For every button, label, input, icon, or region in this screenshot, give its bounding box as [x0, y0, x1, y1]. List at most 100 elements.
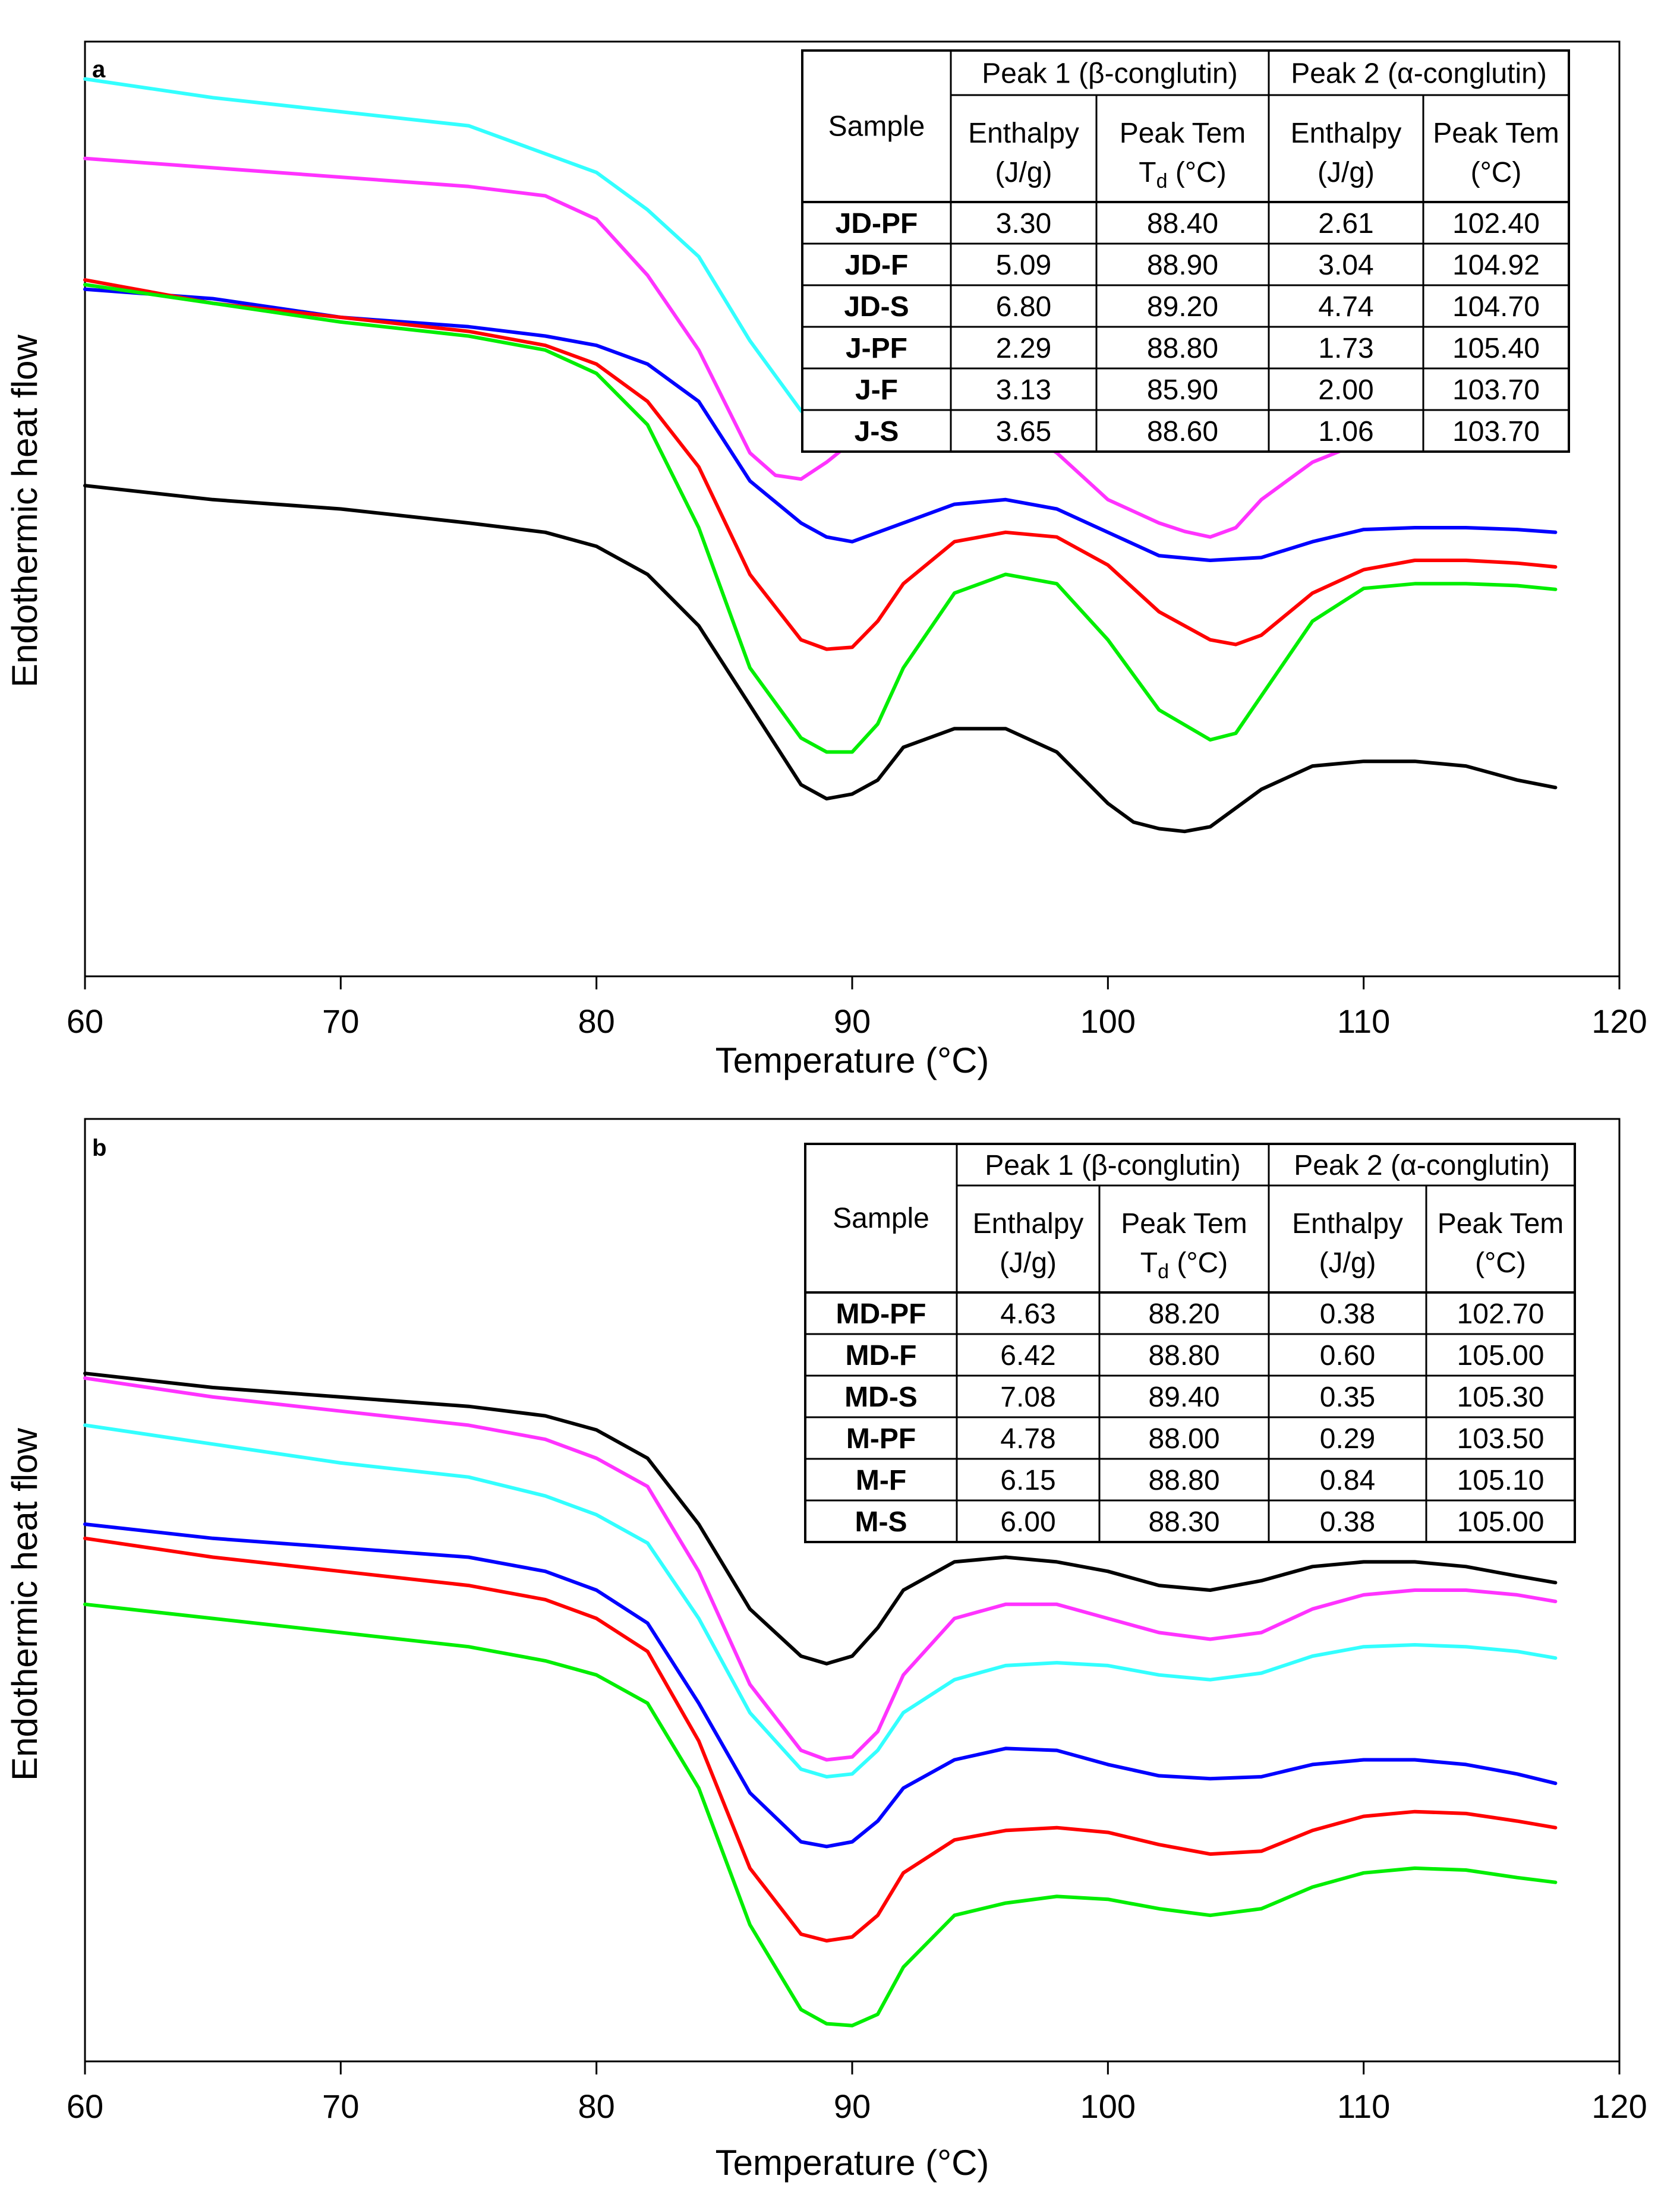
inset-table: Sample Peak 1 (β-conglutin) Peak 2 (α-cong…	[804, 1143, 1576, 1543]
table-header-peaktemp2-line1: Peak Tem	[1433, 118, 1559, 149]
table-cell-value: 88.80	[1148, 1465, 1219, 1496]
table-cell-value: 103.50	[1457, 1423, 1545, 1455]
table-cell-sample: M-PF	[846, 1423, 916, 1455]
table-header-peak1: Peak 1 (β-conglutin)	[985, 1150, 1240, 1181]
table-cell-value: 4.74	[1318, 291, 1373, 323]
table-cell-value: 7.08	[1000, 1382, 1055, 1413]
panel-label: a	[92, 56, 106, 83]
table-cell-value: 0.60	[1320, 1340, 1375, 1371]
table-cell-sample: JD-S	[844, 291, 909, 323]
table-cell-value: 3.65	[996, 416, 1051, 447]
table-cell-value: 3.30	[996, 208, 1051, 239]
table-cell-value: 0.29	[1320, 1423, 1375, 1455]
table-cell-sample: MD-S	[844, 1382, 918, 1413]
td-symbol: T	[1139, 157, 1156, 188]
x-tick-label: 90	[834, 1002, 871, 1040]
table-header-enthalpy1-line2: (J/g)	[1000, 1247, 1057, 1279]
table-cell-sample: J-S	[855, 416, 899, 447]
table-cell-value: 88.00	[1148, 1423, 1219, 1455]
x-tick-label: 120	[1591, 2088, 1647, 2125]
panel-a: 60 70 80 90 100 110 120 Temperature (°C) Endothe…	[5, 40, 1647, 1080]
table-cell-value: 6.42	[1000, 1340, 1055, 1371]
table-cell-value: 0.38	[1320, 1506, 1375, 1538]
table-header-enthalpy2-line1: Enthalpy	[1292, 1208, 1403, 1240]
series-line-green	[83, 283, 1558, 754]
x-tick-label: 60	[67, 2088, 103, 2125]
x-tick-label: 70	[322, 1002, 359, 1040]
table-cell-value: 103.70	[1452, 416, 1540, 447]
td-subscript: d	[1156, 170, 1168, 193]
table-cell-value: 105.40	[1452, 333, 1540, 364]
table-cell-value: 4.63	[1000, 1298, 1055, 1330]
table-header-peaktemp2-line1: Peak Tem	[1438, 1208, 1564, 1240]
table-cell-sample: J-F	[855, 374, 898, 406]
x-tick-label: 80	[578, 1002, 615, 1040]
table-header-peak2: Peak 2 (α-conglutin)	[1291, 58, 1547, 90]
table-cell-sample: J-PF	[846, 333, 907, 364]
table-cell-value: 104.92	[1452, 250, 1540, 281]
series-line-magenta	[83, 1376, 1558, 1762]
table-header-enthalpy1-line1: Enthalpy	[968, 118, 1079, 149]
table-cell-value: 102.40	[1452, 208, 1540, 239]
table-cell-sample: MD-F	[846, 1340, 917, 1371]
x-tick-label: 90	[834, 2088, 871, 2125]
x-tick-label: 100	[1080, 1002, 1136, 1040]
table-header-enthalpy2-line1: Enthalpy	[1291, 118, 1402, 149]
table-cell-value: 88.20	[1148, 1298, 1219, 1330]
td-subscript: d	[1158, 1260, 1169, 1283]
series-line-cyan	[83, 1423, 1558, 1779]
table-header-peaktemp1-line2: Td (°C)	[1139, 157, 1226, 193]
table-cell-value: 0.38	[1320, 1298, 1375, 1330]
x-tick-label: 70	[322, 2088, 359, 2125]
y-axis-title: Endothermic heat flow	[5, 1428, 45, 1781]
table-cell-value: 85.90	[1147, 374, 1218, 406]
y-axis-title: Endothermic heat flow	[5, 335, 45, 688]
table-cell-value: 2.00	[1318, 374, 1373, 406]
table-cell-value: 89.20	[1147, 291, 1218, 323]
table-cell-value: 88.80	[1148, 1340, 1219, 1371]
table-cell-value: 105.30	[1457, 1382, 1545, 1413]
series-line-black	[83, 484, 1558, 834]
td-symbol: T	[1140, 1247, 1158, 1279]
panel-b: 60 70 80 90 100 110 120 Temperature (°C) Endothe…	[5, 1118, 1647, 2183]
table-cell-sample: M-F	[856, 1465, 906, 1496]
table-cell-value: 88.30	[1148, 1506, 1219, 1538]
table-cell-sample: M-S	[855, 1506, 907, 1538]
table-header-peaktemp2-line2: (°C)	[1475, 1247, 1526, 1279]
table-header-peak2: Peak 2 (α-conglutin)	[1294, 1150, 1550, 1181]
table-cell-value: 4.78	[1000, 1423, 1055, 1455]
series-line-green	[83, 1602, 1558, 2028]
table-header-sample: Sample	[833, 1203, 929, 1234]
table-cell-value: 5.09	[996, 250, 1051, 281]
table-header-enthalpy1-line2: (J/g)	[995, 157, 1052, 188]
x-tick-label: 110	[1337, 1002, 1390, 1040]
table-cell-value: 88.60	[1147, 416, 1218, 447]
table-header-peaktemp1-line1: Peak Tem	[1121, 1208, 1247, 1240]
table-cell-sample: MD-PF	[836, 1298, 926, 1330]
table-cell-value: 103.70	[1452, 374, 1540, 406]
x-tick-label: 100	[1080, 2088, 1136, 2125]
inset-table: Sample Peak 1 (β-conglutin) Peak 2 (α-cong…	[801, 49, 1570, 453]
table-header-peaktemp1-line2: Td (°C)	[1140, 1247, 1228, 1283]
x-axis-title: Temperature (°C)	[716, 1040, 989, 1080]
table-cell-value: 2.29	[996, 333, 1051, 364]
table-header-peaktemp1-line1: Peak Tem	[1120, 118, 1246, 149]
x-tick-label: 60	[67, 1002, 103, 1040]
table-cell-value: 6.80	[996, 291, 1051, 323]
td-unit: (°C)	[1168, 157, 1227, 188]
table-cell-value: 0.84	[1320, 1465, 1375, 1496]
table-cell-value: 1.06	[1318, 416, 1373, 447]
table-header-peaktemp2-line2: (°C)	[1471, 157, 1522, 188]
table-cell-sample: JD-PF	[836, 208, 918, 239]
table-cell-value: 88.90	[1147, 250, 1218, 281]
table-cell-value: 102.70	[1457, 1298, 1545, 1330]
x-tick-label: 80	[578, 2088, 615, 2125]
series-line-red	[83, 1536, 1558, 1943]
table-frame	[804, 1143, 1576, 1543]
series-line-red	[83, 278, 1558, 651]
table-cell-value: 104.70	[1452, 291, 1540, 323]
table-cell-value: 1.73	[1318, 333, 1373, 364]
td-unit: (°C)	[1169, 1247, 1228, 1279]
table-header-enthalpy2-line2: (J/g)	[1317, 157, 1375, 188]
table-header-sample: Sample	[828, 111, 925, 143]
